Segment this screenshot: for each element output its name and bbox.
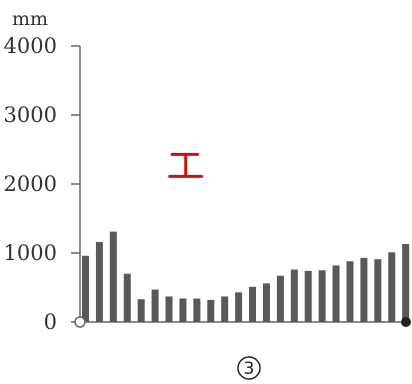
bar	[249, 286, 257, 322]
bar	[109, 231, 117, 322]
bar	[95, 241, 103, 322]
bar	[374, 259, 382, 322]
bars	[82, 231, 410, 322]
panel-number: 3	[237, 356, 261, 380]
bar	[123, 273, 131, 322]
bar	[221, 296, 229, 322]
bar	[360, 257, 368, 322]
y-tick-label: 3000	[4, 103, 57, 127]
axis-start-dot	[74, 316, 86, 328]
error-bar-marker	[168, 152, 204, 178]
panel-number-label: 3	[244, 359, 255, 379]
bar	[346, 261, 354, 322]
y-tick-label: 1000	[4, 241, 57, 265]
y-axis-ticks: 0 1000 2000 3000 4000	[4, 34, 80, 334]
bar	[151, 289, 159, 322]
bar	[318, 270, 326, 322]
bar	[290, 269, 298, 322]
bar	[235, 292, 243, 322]
y-tick-label: 4000	[4, 34, 57, 58]
bar	[137, 299, 145, 322]
y-tick-label: 2000	[4, 172, 57, 196]
bar	[82, 255, 89, 322]
bar	[402, 244, 410, 322]
bar	[262, 283, 270, 322]
bar	[388, 252, 396, 322]
panel-number-circle	[237, 356, 261, 380]
bar	[207, 299, 215, 322]
y-unit-label: mm	[12, 8, 48, 30]
bar	[276, 275, 284, 322]
bar	[165, 296, 173, 322]
bar	[193, 298, 201, 322]
y-tick-label: 0	[44, 310, 57, 334]
axis-end-dot	[401, 317, 411, 327]
bar	[179, 298, 187, 322]
bar	[332, 265, 340, 322]
bar	[304, 270, 312, 322]
